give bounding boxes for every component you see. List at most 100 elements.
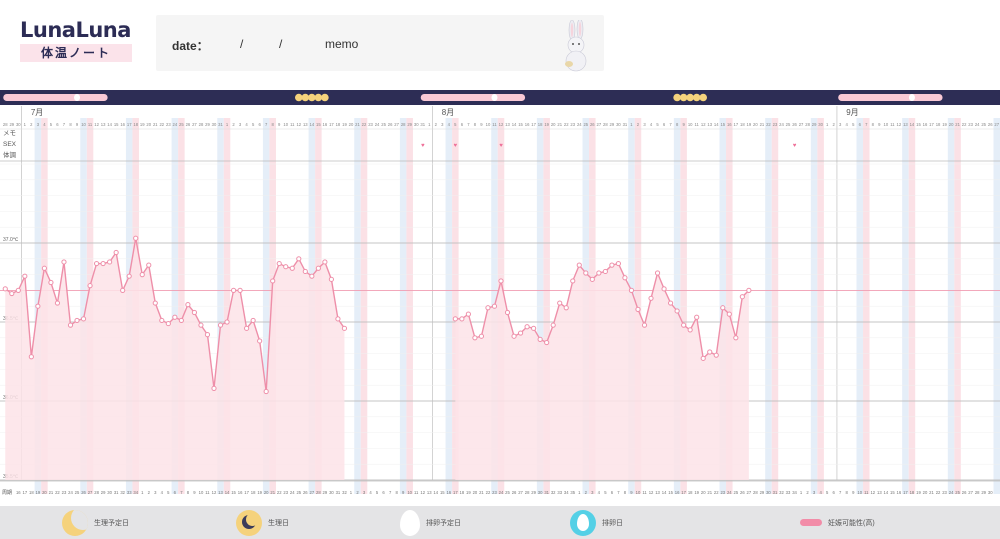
moon-badge-icon [236, 509, 262, 536]
cycle-day-number: 31 [114, 490, 119, 495]
day-number: 23 [166, 122, 171, 127]
menses-moon-icon [686, 93, 694, 102]
temperature-point [67, 322, 74, 328]
cycle-day-number: 24 [68, 490, 73, 495]
day-number: 15 [518, 122, 523, 127]
day-number: 5 [454, 122, 457, 127]
cycle-day-number: 19 [694, 490, 699, 495]
fertile-window-bar [3, 94, 108, 101]
day-number: 1 [24, 122, 27, 127]
memo-row-label: メモ [3, 129, 16, 137]
temperature-point [152, 300, 158, 306]
cycle-day-number: 3 [154, 490, 157, 495]
temperature-point [113, 249, 119, 256]
cycle-day-number: 25 [733, 490, 738, 495]
legend-item: 排卵日 [570, 509, 623, 536]
cycle-day-number: 10 [636, 490, 641, 495]
cycle-day-number: 33 [127, 490, 132, 495]
day-number: 18 [538, 122, 543, 127]
cycle-day-number: 21 [270, 490, 275, 495]
day-number: 27 [597, 122, 602, 127]
cycle-day-number: 3 [591, 490, 594, 495]
sex-heart-icon: ♥ [499, 143, 503, 149]
day-number: 30 [616, 122, 621, 127]
day-number: 3 [239, 122, 242, 127]
day-number: 28 [603, 122, 608, 127]
cycle-day-number: 23 [942, 490, 947, 495]
temperature-chart: 7月8月9月10月2829301234567891011121314151617… [0, 90, 1000, 496]
temperature-point [589, 276, 595, 282]
temperature-point [270, 278, 276, 284]
day-number: 19 [544, 122, 549, 127]
cycle-day-number: 20 [701, 490, 706, 495]
temperature-point [472, 335, 478, 341]
logo-main: LunaLuna [20, 18, 131, 42]
cycle-day-number: 17 [22, 490, 27, 495]
day-number: 7 [669, 122, 672, 127]
temperature-point [250, 317, 256, 324]
temperature-point [283, 264, 289, 270]
cycle-day-number: 12 [870, 490, 875, 495]
day-number: 3 [839, 122, 842, 127]
cycle-day-number: 26 [512, 490, 517, 495]
day-number: 24 [375, 122, 380, 127]
cycle-day-number: 1 [350, 490, 353, 495]
cycle-day-number: 29 [101, 490, 106, 495]
day-number: 29 [812, 122, 817, 127]
day-number: 4 [448, 122, 451, 127]
menses-moon-icon [692, 93, 701, 102]
day-number: 29 [407, 122, 412, 127]
temperature-point [22, 273, 28, 279]
cycle-day-number: 34 [564, 490, 569, 495]
memo-label: memo [325, 37, 359, 51]
day-number: 4 [846, 122, 849, 127]
cycle-day-number: 21 [49, 490, 54, 495]
day-number: 15 [114, 122, 119, 127]
cycle-day-number: 7 [839, 490, 842, 495]
date-memo-box[interactable]: date： / / memo [156, 15, 604, 71]
cycle-day-number: 22 [486, 490, 491, 495]
legend-item: 生理予定日 [62, 509, 129, 536]
day-number: 5 [50, 122, 53, 127]
cycle-day-number: 28 [94, 490, 99, 495]
egg-icon [400, 509, 420, 536]
day-number: 24 [779, 122, 784, 127]
day-number: 1 [226, 122, 229, 127]
cycle-day-number: 18 [688, 490, 693, 495]
day-number: 17 [127, 122, 132, 127]
temperature-point [641, 322, 648, 328]
temperature-point [41, 265, 47, 271]
day-number: 25 [179, 122, 184, 127]
day-number: 19 [942, 122, 947, 127]
temperature-point [681, 322, 687, 328]
day-number: 15 [916, 122, 921, 127]
day-number: 16 [120, 122, 125, 127]
cycle-day-number: 30 [329, 490, 334, 495]
temperature-point [576, 262, 582, 268]
day-number: 26 [988, 122, 993, 127]
day-number: 31 [623, 122, 628, 127]
temperature-point [478, 333, 485, 339]
menses-moon-icon [314, 93, 323, 102]
cycle-day-number: 16 [446, 490, 451, 495]
day-number: 18 [133, 122, 138, 127]
cycle-day-number: 32 [551, 490, 556, 495]
menses-moon-icon [321, 93, 329, 102]
temperature-point [341, 325, 348, 331]
temperature-point [48, 279, 54, 286]
temperature-point [713, 352, 719, 358]
day-number: 11 [88, 122, 93, 127]
day-number: 21 [955, 122, 960, 127]
day-number: 10 [283, 122, 288, 127]
temperature-point [720, 305, 726, 311]
day-number: 21 [557, 122, 562, 127]
day-number: 25 [981, 122, 986, 127]
day-number: 10 [486, 122, 491, 127]
cycle-day-number: 32 [779, 490, 784, 495]
ovulation-egg-icon [74, 94, 81, 101]
cycle-day-number: 14 [884, 490, 889, 495]
cycle-day-number: 17 [244, 490, 249, 495]
ovulation-egg-icon [491, 94, 498, 101]
temperature-point [465, 311, 471, 317]
cycle-day-number: 26 [740, 490, 745, 495]
